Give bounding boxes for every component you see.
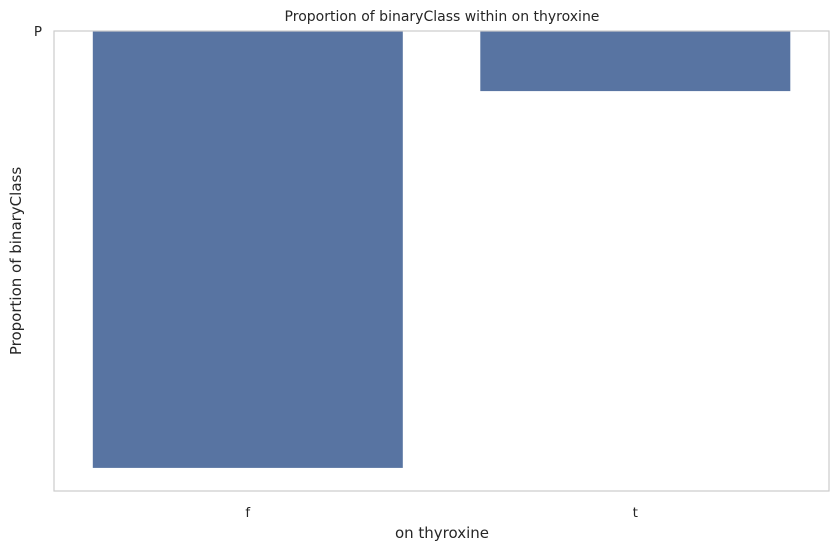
bar-t: [480, 31, 791, 92]
chart-title: Proportion of binaryClass within on thyr…: [285, 9, 600, 25]
x-tick-label: f: [245, 505, 251, 521]
y-tick-label: P: [34, 24, 42, 40]
plot-frame: [53, 30, 830, 492]
x-tick-label: t: [633, 505, 638, 521]
bars-layer: [92, 31, 791, 468]
y-tick-labels: P: [34, 24, 42, 40]
y-axis-label: Proportion of binaryClass: [7, 167, 25, 355]
x-axis-label: on thyroxine: [395, 524, 489, 542]
bar-f: [92, 31, 403, 468]
